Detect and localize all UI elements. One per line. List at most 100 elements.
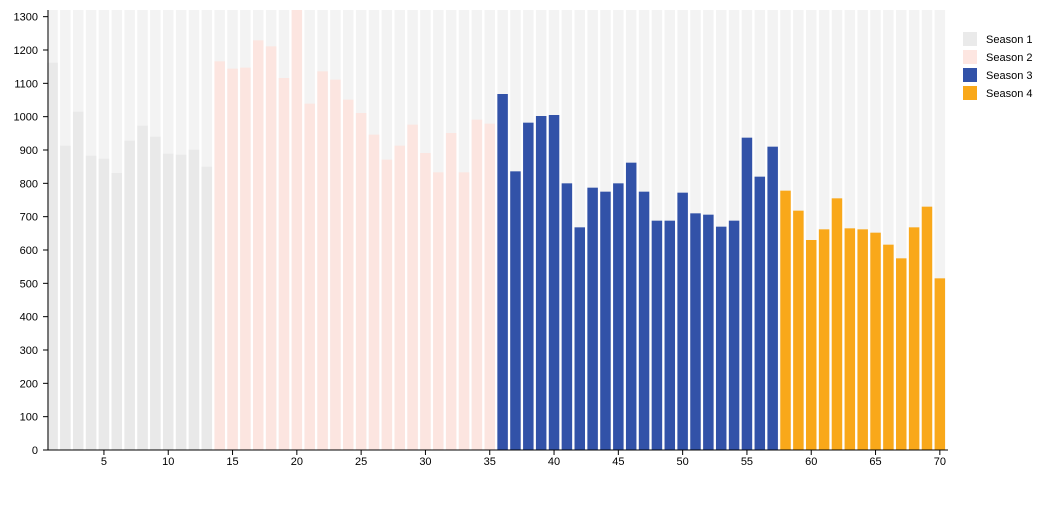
bar-season-4-ep-59 <box>793 210 804 450</box>
x-tick-label: 5 <box>101 456 107 468</box>
x-tick-label: 35 <box>484 456 496 468</box>
y-tick-label: 1200 <box>14 45 38 57</box>
x-tick-label: 40 <box>548 456 560 468</box>
y-tick-label: 800 <box>20 178 38 190</box>
legend-swatch <box>963 50 977 64</box>
x-tick-label: 60 <box>805 456 817 468</box>
y-tick-label: 1000 <box>14 112 38 124</box>
bar-season-2-ep-20 <box>291 10 303 450</box>
bar-season-2-ep-17 <box>253 40 264 450</box>
bar-season-2-ep-15 <box>227 68 238 451</box>
bar-season-3-ep-40 <box>548 115 560 450</box>
y-tick-label: 700 <box>20 212 38 224</box>
x-tick-label: 30 <box>419 456 431 468</box>
x-tick-label: 45 <box>612 456 624 468</box>
bar-season-1-ep-13 <box>201 166 213 450</box>
bar-season-3-ep-39 <box>535 116 547 450</box>
bar-season-2-ep-27 <box>381 159 393 450</box>
bar-season-2-ep-25 <box>355 113 367 450</box>
y-tick-label: 500 <box>20 278 38 290</box>
bar-season-4-ep-68 <box>908 227 920 450</box>
bar-season-3-ep-49 <box>664 220 676 450</box>
bar-season-3-ep-55 <box>741 137 753 450</box>
legend-swatch <box>963 86 977 100</box>
y-tick-label: 900 <box>20 145 38 157</box>
bar-season-1-ep-4 <box>85 155 97 450</box>
bar-season-3-ep-54 <box>728 220 740 450</box>
bar-season-3-ep-38 <box>523 122 534 451</box>
bar-season-1-ep-12 <box>188 149 200 450</box>
y-tick-label: 600 <box>20 245 38 257</box>
bar-season-2-ep-26 <box>368 134 380 450</box>
bar-season-3-ep-47 <box>638 191 650 450</box>
bar-season-1-ep-7 <box>124 140 135 450</box>
background-bar <box>883 10 894 450</box>
bar-season-1-ep-11 <box>175 154 187 450</box>
background-bar <box>934 10 946 450</box>
bar-season-4-ep-64 <box>857 229 868 450</box>
legend-swatch <box>963 32 977 46</box>
bar-season-3-ep-42 <box>574 227 586 450</box>
bar-season-2-ep-21 <box>304 103 315 451</box>
bars <box>47 10 946 451</box>
bar-season-2-ep-29 <box>407 124 418 451</box>
bar-season-1-ep-10 <box>162 153 174 450</box>
bar-season-1-ep-3 <box>72 111 84 451</box>
legend-label: Season 4 <box>986 88 1032 100</box>
bar-season-2-ep-34 <box>471 119 483 451</box>
y-tick-label: 100 <box>20 412 38 424</box>
bar-season-2-ep-22 <box>317 71 328 450</box>
bar-season-4-ep-67 <box>896 258 907 450</box>
bar-season-4-ep-66 <box>883 244 894 450</box>
y-tick-label: 400 <box>20 312 38 324</box>
y-tick-label: 200 <box>20 378 38 390</box>
bar-season-1-ep-5 <box>98 158 110 450</box>
background-bar <box>896 10 907 450</box>
legend-swatch <box>963 68 977 82</box>
bar-season-2-ep-30 <box>420 153 431 450</box>
bar-season-3-ep-41 <box>561 183 573 451</box>
bar-season-1-ep-1 <box>47 62 58 451</box>
bar-season-1-ep-2 <box>60 145 71 450</box>
bar-season-3-ep-48 <box>651 220 663 450</box>
bar-season-4-ep-70 <box>934 278 946 450</box>
bar-season-3-ep-56 <box>754 176 766 450</box>
x-tick-label: 15 <box>226 456 238 468</box>
legend-label: Season 2 <box>986 52 1032 64</box>
x-tick-label: 55 <box>741 456 753 468</box>
bar-season-3-ep-57 <box>767 146 778 450</box>
x-tick-label: 20 <box>291 456 303 468</box>
legend-label: Season 1 <box>986 34 1032 46</box>
bar-season-2-ep-14 <box>214 61 225 450</box>
bar-season-3-ep-50 <box>677 192 688 450</box>
bar-season-4-ep-65 <box>870 232 881 450</box>
x-tick-label: 50 <box>677 456 689 468</box>
bar-season-4-ep-69 <box>921 206 933 450</box>
bar-season-3-ep-52 <box>703 214 714 450</box>
y-tick-label: 1300 <box>14 12 38 24</box>
x-tick-label: 25 <box>355 456 367 468</box>
bar-season-2-ep-16 <box>240 67 251 451</box>
bar-season-1-ep-9 <box>150 136 161 450</box>
bar-season-4-ep-62 <box>831 198 843 450</box>
bar-season-2-ep-23 <box>330 79 341 451</box>
x-tick-label: 70 <box>934 456 946 468</box>
bar-season-3-ep-37 <box>510 171 521 451</box>
bar-season-3-ep-44 <box>600 191 611 450</box>
bar-season-1-ep-6 <box>111 173 123 450</box>
y-axis: 0 100 200 300 400 500 600 700 800 900 1000 1100 1200… <box>14 10 49 457</box>
bar-season-2-ep-28 <box>394 145 405 450</box>
x-tick-label: 10 <box>162 456 174 468</box>
bar-season-3-ep-53 <box>715 226 727 450</box>
bar-season-2-ep-35 <box>484 123 495 451</box>
bar-season-3-ep-51 <box>690 213 701 450</box>
background-bar <box>805 10 817 450</box>
bar-season-4-ep-58 <box>780 190 791 450</box>
bar-season-2-ep-24 <box>343 99 354 451</box>
bar-season-3-ep-36 <box>497 94 508 450</box>
bar-season-2-ep-31 <box>433 172 444 451</box>
y-tick-label: 0 <box>32 445 38 457</box>
bar-season-2-ep-33 <box>458 172 470 451</box>
background-bar <box>870 10 881 450</box>
